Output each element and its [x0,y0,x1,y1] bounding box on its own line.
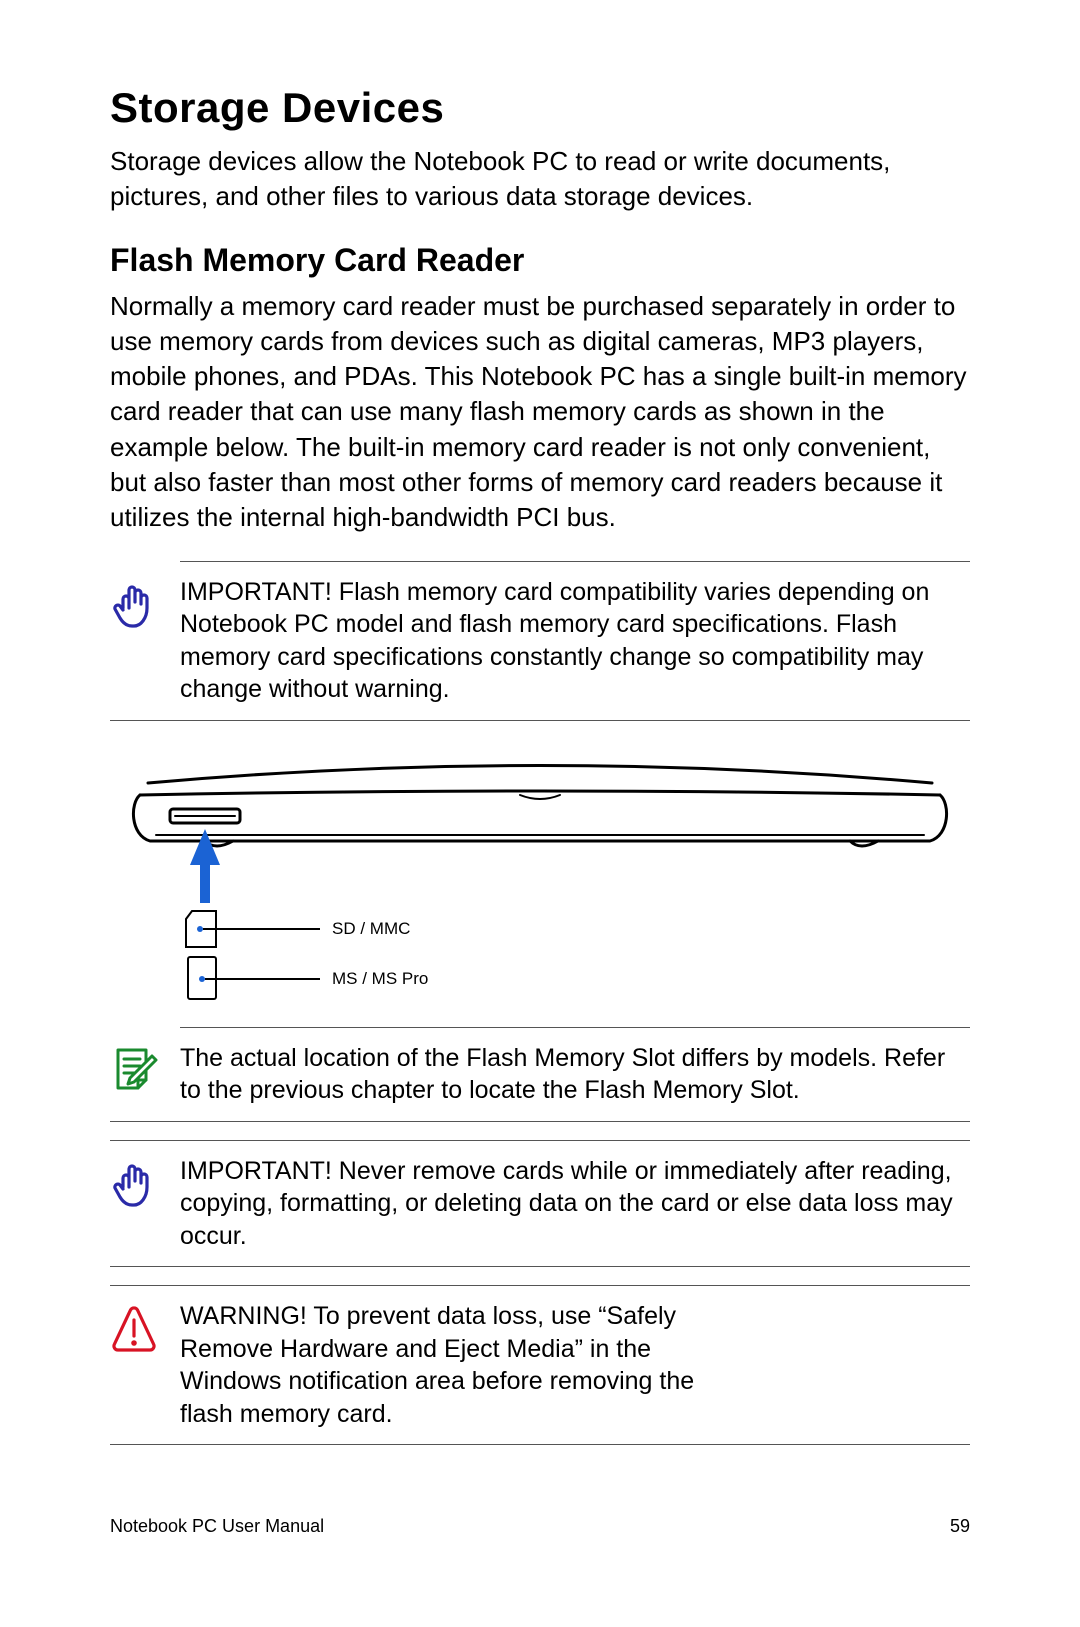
callout-important-2: IMPORTANT! Never remove cards while or i… [110,1140,970,1268]
callout-text: The actual location of the Flash Memory … [180,1042,970,1107]
hand-icon [110,1155,180,1213]
callout-text: IMPORTANT! Flash memory card compatibili… [180,576,970,706]
note-icon [110,1042,180,1092]
body-paragraph: Normally a memory card reader must be pu… [110,289,970,535]
callout-text: IMPORTANT! Never remove cards while or i… [180,1155,970,1253]
footer-left: Notebook PC User Manual [110,1516,324,1537]
hand-icon [110,576,180,634]
callout-important-1: IMPORTANT! Flash memory card compatibili… [110,562,970,721]
section-heading: Flash Memory Card Reader [110,242,970,279]
intro-paragraph: Storage devices allow the Notebook PC to… [110,144,970,214]
footer-page-number: 59 [950,1516,970,1537]
warning-icon [110,1300,180,1354]
callout-warning: WARNING! To prevent data loss, use “Safe… [110,1285,970,1445]
notebook-diagram: SD / MMC MS / MS Pro [110,743,970,1003]
ms-label: MS / MS Pro [332,969,428,988]
callout-text: WARNING! To prevent data loss, use “Safe… [180,1300,700,1430]
callout-note: The actual location of the Flash Memory … [110,1028,970,1122]
page-footer: Notebook PC User Manual 59 [110,1516,970,1537]
page-title: Storage Devices [110,84,970,132]
sd-label: SD / MMC [332,919,410,938]
page: Storage Devices Storage devices allow th… [0,0,1080,1627]
